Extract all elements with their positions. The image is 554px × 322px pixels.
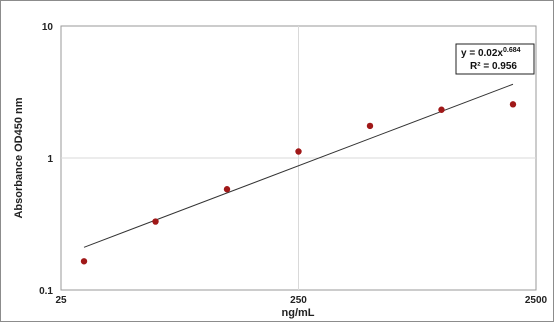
r-squared-label: R² = 0.956 xyxy=(470,61,517,72)
x-axis-title: ng/mL xyxy=(282,307,315,319)
y-tick-label: 10 xyxy=(42,22,54,33)
data-points xyxy=(80,101,517,265)
equation-box: y = 0.02x0.684 R² = 0.956 xyxy=(455,43,535,75)
data-point xyxy=(80,258,88,265)
grid-lines xyxy=(61,26,536,290)
data-point xyxy=(295,148,302,155)
data-point xyxy=(223,186,231,193)
x-tick-label: 250 xyxy=(290,295,307,306)
data-point xyxy=(438,106,445,113)
y-tick-label: 1 xyxy=(47,154,53,165)
data-point xyxy=(509,101,517,108)
equation-label: y = 0.02x0.684 xyxy=(461,47,521,59)
tick-labels: 25 250 2500 10 1 0.1 xyxy=(39,22,547,306)
y-axis-title: Absorbance OD450 nm xyxy=(13,97,25,218)
data-point xyxy=(152,218,159,225)
x-tick-label: 25 xyxy=(55,295,67,306)
data-point xyxy=(366,122,374,130)
x-tick-label: 2500 xyxy=(525,295,548,306)
y-tick-label: 0.1 xyxy=(39,286,53,297)
